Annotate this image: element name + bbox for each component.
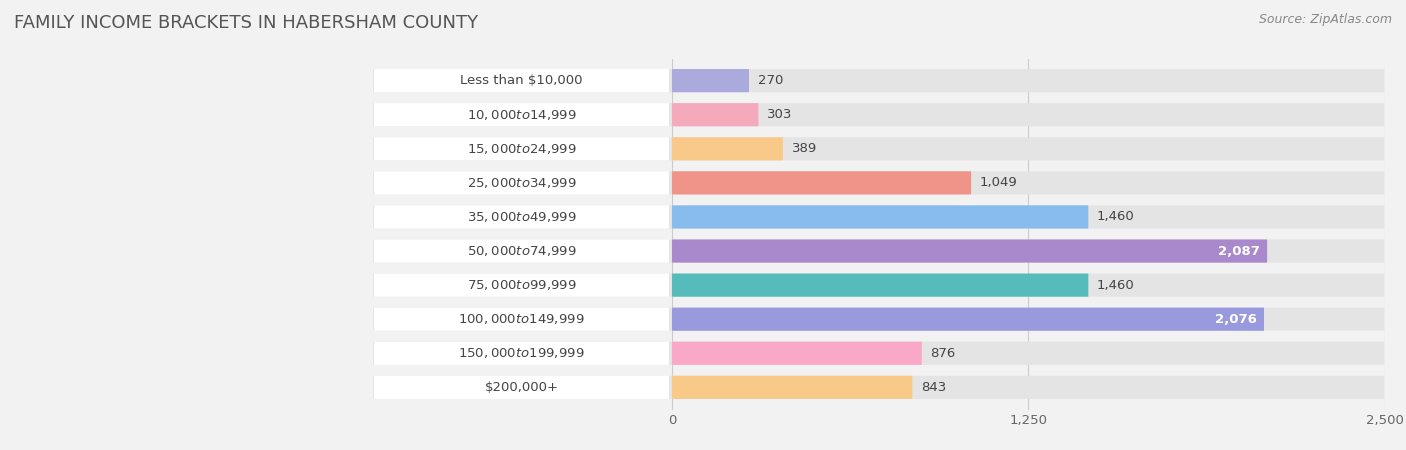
FancyBboxPatch shape xyxy=(672,103,758,126)
FancyBboxPatch shape xyxy=(373,239,1385,263)
FancyBboxPatch shape xyxy=(374,171,669,194)
FancyBboxPatch shape xyxy=(672,376,912,399)
Text: 389: 389 xyxy=(792,142,817,155)
FancyBboxPatch shape xyxy=(374,239,669,263)
FancyBboxPatch shape xyxy=(374,308,669,331)
Text: 270: 270 xyxy=(758,74,783,87)
Text: 1,049: 1,049 xyxy=(980,176,1018,189)
Text: $150,000 to $199,999: $150,000 to $199,999 xyxy=(458,346,585,360)
Text: 1,460: 1,460 xyxy=(1097,211,1135,224)
FancyBboxPatch shape xyxy=(374,103,669,126)
FancyBboxPatch shape xyxy=(374,137,669,160)
Text: 2,087: 2,087 xyxy=(1218,244,1260,257)
FancyBboxPatch shape xyxy=(373,308,1385,331)
Text: 876: 876 xyxy=(931,347,956,360)
FancyBboxPatch shape xyxy=(672,171,972,194)
FancyBboxPatch shape xyxy=(374,205,669,229)
FancyBboxPatch shape xyxy=(373,376,1385,399)
Text: 843: 843 xyxy=(921,381,946,394)
Text: 1,460: 1,460 xyxy=(1097,279,1135,292)
FancyBboxPatch shape xyxy=(373,342,1385,365)
Text: $15,000 to $24,999: $15,000 to $24,999 xyxy=(467,142,576,156)
Text: $75,000 to $99,999: $75,000 to $99,999 xyxy=(467,278,576,292)
FancyBboxPatch shape xyxy=(672,239,1267,263)
Text: Source: ZipAtlas.com: Source: ZipAtlas.com xyxy=(1258,14,1392,27)
FancyBboxPatch shape xyxy=(373,103,1385,126)
FancyBboxPatch shape xyxy=(373,69,1385,92)
FancyBboxPatch shape xyxy=(374,69,669,92)
FancyBboxPatch shape xyxy=(374,376,669,399)
Text: $200,000+: $200,000+ xyxy=(485,381,558,394)
FancyBboxPatch shape xyxy=(373,274,1385,297)
FancyBboxPatch shape xyxy=(672,274,1088,297)
Text: 2,076: 2,076 xyxy=(1215,313,1257,326)
FancyBboxPatch shape xyxy=(672,137,783,160)
Text: Less than $10,000: Less than $10,000 xyxy=(460,74,583,87)
FancyBboxPatch shape xyxy=(672,342,922,365)
Text: 303: 303 xyxy=(766,108,793,121)
FancyBboxPatch shape xyxy=(672,205,1088,229)
FancyBboxPatch shape xyxy=(373,137,1385,160)
FancyBboxPatch shape xyxy=(374,342,669,365)
Text: FAMILY INCOME BRACKETS IN HABERSHAM COUNTY: FAMILY INCOME BRACKETS IN HABERSHAM COUN… xyxy=(14,14,478,32)
Text: $25,000 to $34,999: $25,000 to $34,999 xyxy=(467,176,576,190)
FancyBboxPatch shape xyxy=(672,308,1264,331)
Text: $100,000 to $149,999: $100,000 to $149,999 xyxy=(458,312,585,326)
FancyBboxPatch shape xyxy=(374,274,669,297)
FancyBboxPatch shape xyxy=(672,69,749,92)
Text: $50,000 to $74,999: $50,000 to $74,999 xyxy=(467,244,576,258)
Text: $10,000 to $14,999: $10,000 to $14,999 xyxy=(467,108,576,122)
FancyBboxPatch shape xyxy=(373,205,1385,229)
Text: $35,000 to $49,999: $35,000 to $49,999 xyxy=(467,210,576,224)
FancyBboxPatch shape xyxy=(373,171,1385,194)
